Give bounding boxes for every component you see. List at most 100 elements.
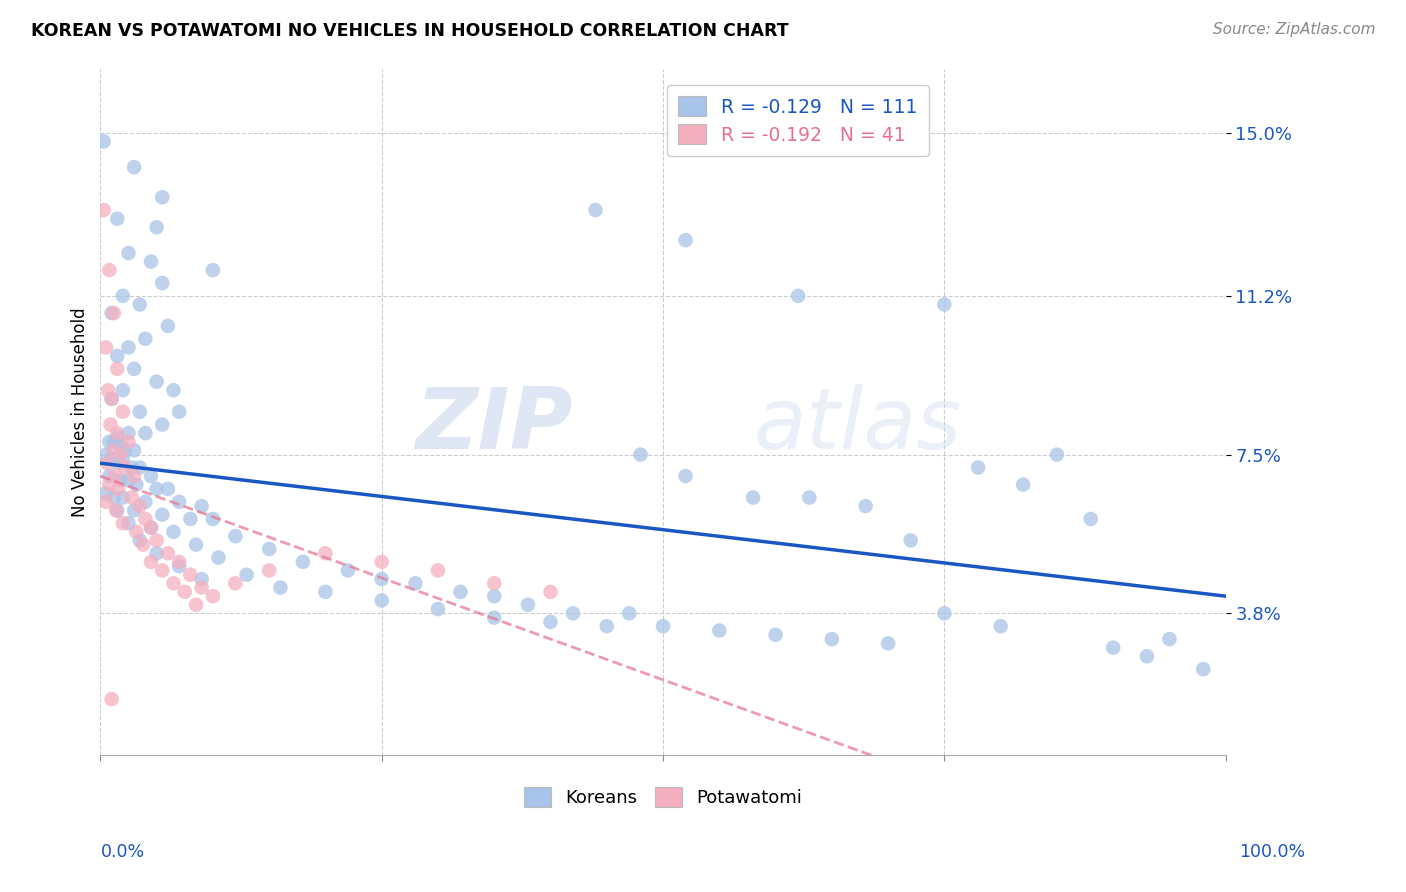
Text: Source: ZipAtlas.com: Source: ZipAtlas.com bbox=[1212, 22, 1375, 37]
Text: atlas: atlas bbox=[754, 384, 962, 467]
Point bbox=[111, 405, 134, 419]
Point bbox=[291, 555, 314, 569]
Point bbox=[585, 203, 607, 218]
Point bbox=[111, 516, 134, 531]
Point bbox=[224, 576, 246, 591]
Point bbox=[105, 426, 128, 441]
Point bbox=[94, 448, 117, 462]
Point bbox=[162, 524, 184, 539]
Point bbox=[107, 482, 129, 496]
Point bbox=[122, 503, 145, 517]
Point bbox=[111, 384, 134, 398]
Point bbox=[100, 392, 122, 406]
Point bbox=[1192, 662, 1215, 676]
Point bbox=[96, 456, 118, 470]
Point bbox=[128, 460, 150, 475]
Point bbox=[103, 434, 125, 449]
Point bbox=[105, 211, 128, 226]
Point bbox=[484, 610, 506, 624]
Point bbox=[179, 567, 201, 582]
Point bbox=[934, 297, 956, 311]
Point bbox=[150, 564, 173, 578]
Point bbox=[145, 533, 167, 548]
Point bbox=[117, 434, 139, 449]
Point bbox=[98, 477, 121, 491]
Text: ZIP: ZIP bbox=[415, 384, 574, 467]
Point bbox=[224, 529, 246, 543]
Point bbox=[167, 405, 190, 419]
Point bbox=[103, 443, 125, 458]
Point bbox=[201, 512, 224, 526]
Point bbox=[139, 520, 162, 534]
Point bbox=[134, 512, 156, 526]
Point bbox=[484, 589, 506, 603]
Point bbox=[93, 135, 115, 149]
Point bbox=[990, 619, 1012, 633]
Point bbox=[173, 585, 195, 599]
Text: 100.0%: 100.0% bbox=[1239, 843, 1305, 861]
Point bbox=[150, 508, 173, 522]
Point bbox=[150, 417, 173, 432]
Point bbox=[134, 332, 156, 346]
Point bbox=[110, 439, 132, 453]
Point bbox=[709, 624, 731, 638]
Point bbox=[540, 585, 562, 599]
Point bbox=[426, 564, 449, 578]
Point bbox=[235, 567, 257, 582]
Point bbox=[167, 555, 190, 569]
Point bbox=[98, 469, 121, 483]
Point bbox=[190, 499, 212, 513]
Point bbox=[117, 246, 139, 260]
Point bbox=[162, 384, 184, 398]
Point bbox=[117, 340, 139, 354]
Point bbox=[128, 297, 150, 311]
Point bbox=[110, 474, 132, 488]
Point bbox=[105, 361, 128, 376]
Point bbox=[94, 340, 117, 354]
Point bbox=[257, 541, 280, 556]
Point bbox=[104, 469, 127, 483]
Point bbox=[100, 692, 122, 706]
Point bbox=[94, 495, 117, 509]
Point bbox=[128, 533, 150, 548]
Point bbox=[1080, 512, 1102, 526]
Point bbox=[110, 448, 132, 462]
Point bbox=[517, 598, 540, 612]
Point bbox=[94, 486, 117, 500]
Point bbox=[630, 448, 652, 462]
Point bbox=[799, 491, 821, 505]
Y-axis label: No Vehicles in Household: No Vehicles in Household bbox=[72, 307, 89, 516]
Point bbox=[179, 512, 201, 526]
Point bbox=[967, 460, 990, 475]
Point bbox=[156, 482, 179, 496]
Point bbox=[111, 451, 134, 466]
Point bbox=[103, 306, 125, 320]
Point bbox=[114, 460, 136, 475]
Point bbox=[132, 538, 155, 552]
Point bbox=[139, 555, 162, 569]
Point bbox=[117, 474, 139, 488]
Point bbox=[257, 564, 280, 578]
Point bbox=[426, 602, 449, 616]
Point bbox=[167, 559, 190, 574]
Point bbox=[98, 263, 121, 277]
Point bbox=[105, 503, 128, 517]
Point bbox=[877, 636, 900, 650]
Point bbox=[139, 254, 162, 268]
Point bbox=[121, 460, 143, 475]
Point bbox=[150, 276, 173, 290]
Point bbox=[207, 550, 229, 565]
Point bbox=[100, 306, 122, 320]
Point bbox=[314, 546, 336, 560]
Point bbox=[596, 619, 619, 633]
Point bbox=[787, 289, 810, 303]
Point bbox=[122, 443, 145, 458]
Point bbox=[652, 619, 675, 633]
Point bbox=[145, 220, 167, 235]
Point bbox=[765, 628, 787, 642]
Point bbox=[821, 632, 844, 646]
Point bbox=[105, 430, 128, 444]
Point bbox=[619, 607, 641, 621]
Point bbox=[139, 520, 162, 534]
Point bbox=[145, 375, 167, 389]
